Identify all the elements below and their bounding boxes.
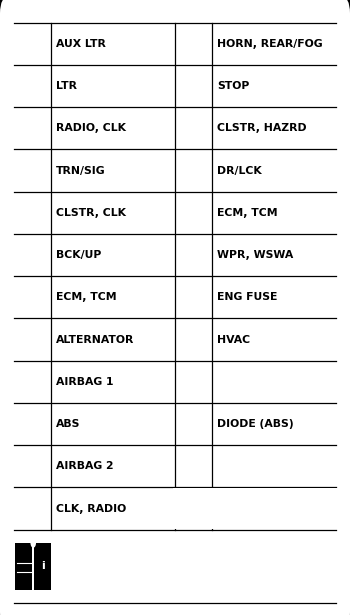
Text: CLSTR, CLK: CLSTR, CLK <box>56 208 126 218</box>
Bar <box>15 543 32 590</box>
Text: AIRBAG 1: AIRBAG 1 <box>56 377 114 387</box>
Text: ECM, TCM: ECM, TCM <box>217 208 278 218</box>
Text: STOP: STOP <box>217 81 250 91</box>
Text: RADIO, CLK: RADIO, CLK <box>56 124 126 133</box>
Text: LTR: LTR <box>56 81 77 91</box>
Text: DR/LCK: DR/LCK <box>217 165 262 176</box>
Text: i: i <box>41 561 45 571</box>
Text: ALTERNATOR: ALTERNATOR <box>56 335 135 344</box>
Text: AUX LTR: AUX LTR <box>56 39 106 49</box>
Text: HORN, REAR/FOG: HORN, REAR/FOG <box>217 39 323 49</box>
Text: ABS: ABS <box>56 419 80 429</box>
Bar <box>34 543 51 590</box>
Text: HVAC: HVAC <box>217 335 250 344</box>
Text: DIODE (ABS): DIODE (ABS) <box>217 419 294 429</box>
Text: TRN/SIG: TRN/SIG <box>56 165 106 176</box>
Text: BCK/UP: BCK/UP <box>56 250 102 260</box>
Text: ECM, TCM: ECM, TCM <box>56 292 117 303</box>
Bar <box>173 488 338 529</box>
Wedge shape <box>30 543 36 548</box>
Text: ENG FUSE: ENG FUSE <box>217 292 278 303</box>
Text: WPR, WSWA: WPR, WSWA <box>217 250 294 260</box>
Text: CLSTR, HAZRD: CLSTR, HAZRD <box>217 124 307 133</box>
Text: CLK, RADIO: CLK, RADIO <box>56 504 127 514</box>
Text: AIRBAG 2: AIRBAG 2 <box>56 461 114 471</box>
